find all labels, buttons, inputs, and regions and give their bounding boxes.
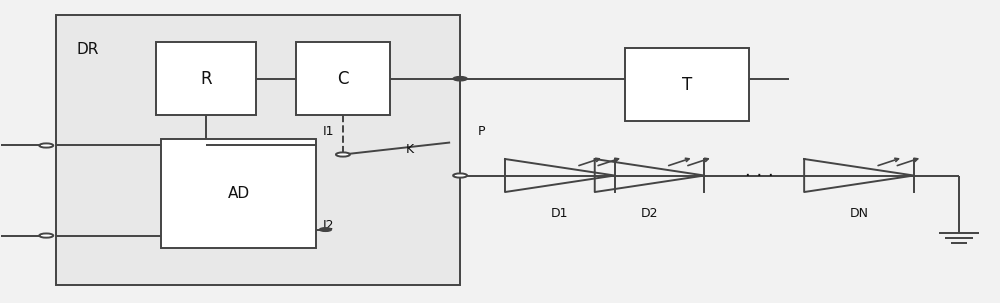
Circle shape	[336, 152, 350, 157]
Circle shape	[320, 228, 331, 231]
Circle shape	[39, 233, 53, 238]
Bar	[625, 48, 749, 122]
Text: K: K	[405, 144, 413, 156]
Text: P: P	[478, 125, 486, 138]
Text: AD: AD	[228, 186, 250, 201]
Bar	[156, 42, 256, 115]
Text: I1: I1	[322, 125, 334, 138]
Text: · · ·: · · ·	[745, 167, 774, 185]
Circle shape	[39, 143, 53, 148]
Text: D2: D2	[641, 207, 658, 220]
Circle shape	[453, 77, 467, 81]
Text: T: T	[682, 76, 693, 94]
Bar	[296, 42, 390, 115]
Bar	[161, 139, 316, 248]
Text: D1: D1	[551, 207, 569, 220]
Text: I2: I2	[322, 218, 334, 231]
Text: C: C	[337, 70, 348, 88]
Text: DR: DR	[76, 42, 99, 57]
Text: DN: DN	[850, 207, 868, 220]
Bar	[56, 15, 460, 285]
Circle shape	[453, 173, 467, 178]
Text: R: R	[200, 70, 212, 88]
